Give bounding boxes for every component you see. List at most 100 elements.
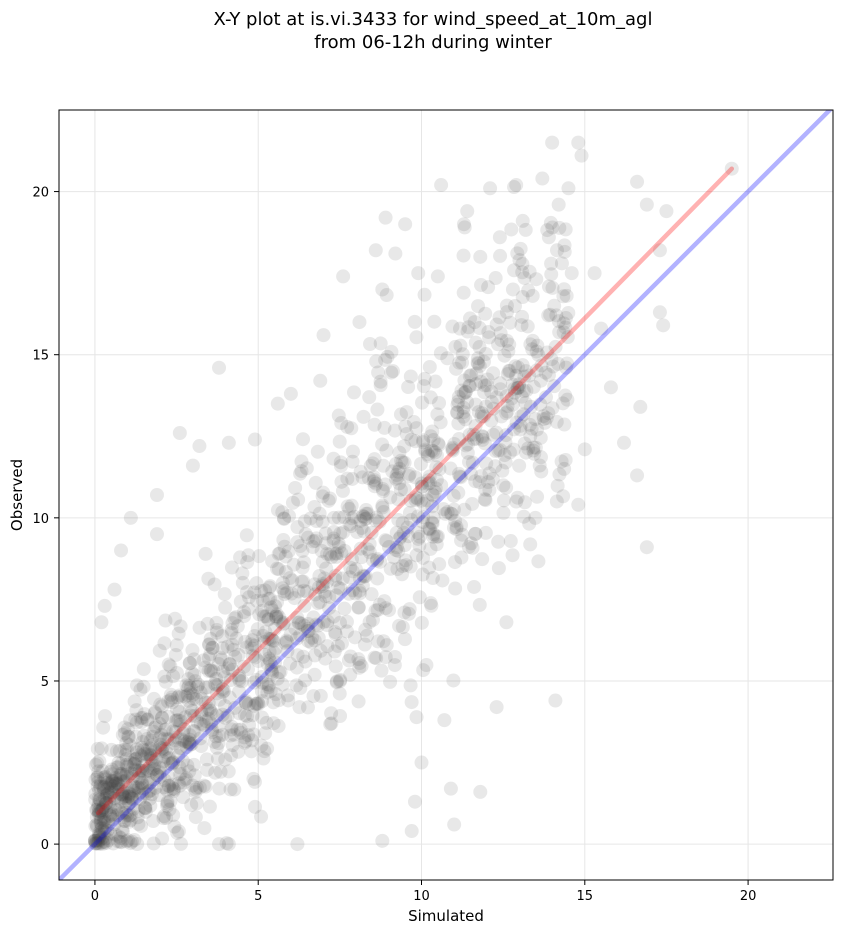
scatter-point	[558, 311, 573, 326]
scatter-point	[499, 305, 514, 320]
scatter-point	[519, 383, 534, 398]
scatter-point	[367, 452, 382, 467]
scatter-point	[418, 442, 433, 457]
scatter-point	[94, 803, 109, 818]
scatter-point	[465, 455, 480, 470]
scatter-point	[88, 792, 103, 807]
scatter-point	[534, 358, 549, 373]
x-tick-label: 15	[577, 889, 594, 904]
scatter-point	[245, 641, 260, 656]
scatter-point	[190, 679, 205, 694]
scatter-point	[371, 365, 386, 380]
scatter-point	[91, 764, 106, 779]
scatter-point	[207, 676, 222, 691]
scatter-point	[284, 586, 299, 601]
scatter-point	[515, 309, 530, 324]
scatter-point	[458, 385, 473, 400]
scatter-point	[332, 686, 347, 701]
scatter-point	[370, 603, 385, 618]
scatter-point	[391, 543, 406, 558]
scatter-point	[125, 788, 140, 803]
scatter-point	[351, 652, 366, 667]
scatter-point	[247, 675, 262, 690]
scatter-point	[154, 727, 169, 742]
scatter-point	[168, 725, 183, 740]
scatter-point	[377, 594, 392, 609]
scatter-point	[450, 405, 465, 420]
scatter-point	[533, 450, 548, 465]
scatter-point	[550, 243, 565, 258]
scatter-point	[493, 248, 508, 263]
scatter-point	[123, 510, 138, 525]
scatter-point	[138, 786, 153, 801]
scatter-point	[157, 732, 172, 747]
scatter-point	[166, 781, 181, 796]
scatter-point	[242, 717, 257, 732]
scatter-point	[367, 473, 382, 488]
scatter-point	[104, 742, 119, 757]
scatter-point	[560, 330, 575, 345]
scatter-point	[448, 581, 463, 596]
scatter-point	[215, 682, 230, 697]
scatter-point	[426, 444, 441, 459]
scatter-point	[118, 791, 133, 806]
scatter-point	[354, 550, 369, 565]
scatter-point	[113, 766, 128, 781]
scatter-point	[503, 315, 518, 330]
scatter-point	[207, 577, 222, 592]
scatter-point	[452, 321, 467, 336]
scatter-point	[143, 751, 158, 766]
scatter-point	[251, 654, 266, 669]
scatter-point	[107, 582, 122, 597]
scatter-point	[104, 807, 119, 822]
scatter-point	[146, 836, 161, 851]
scatter-point	[223, 782, 238, 797]
scatter-point	[299, 461, 314, 476]
scatter-point	[316, 485, 331, 500]
scatter-point	[511, 360, 526, 375]
scatter-point	[87, 833, 102, 848]
scatter-point	[102, 776, 117, 791]
y-tick-label: 5	[41, 675, 49, 690]
scatter-point	[313, 643, 328, 658]
scatter-points	[87, 135, 739, 852]
scatter-point	[171, 749, 186, 764]
scatter-point	[431, 436, 446, 451]
scatter-point	[258, 726, 273, 741]
scatter-point	[91, 775, 106, 790]
scatter-point	[172, 778, 187, 793]
scatter-point	[209, 678, 224, 693]
scatter-point	[281, 544, 296, 559]
scatter-point	[203, 703, 218, 718]
scatter-point	[544, 256, 559, 271]
scatter-point	[95, 804, 110, 819]
scatter-point	[308, 475, 323, 490]
scatter-point	[118, 748, 133, 763]
scatter-point	[507, 299, 522, 314]
scatter-point	[508, 359, 523, 374]
scatter-point	[497, 348, 512, 363]
scatter-point	[139, 731, 154, 746]
scatter-point	[291, 584, 306, 599]
scatter-point	[554, 454, 569, 469]
scatter-point	[160, 694, 175, 709]
scatter-point	[132, 748, 147, 763]
scatter-point	[95, 802, 110, 817]
scatter-point	[291, 615, 306, 630]
scatter-point	[379, 288, 394, 303]
scatter-point	[92, 792, 107, 807]
scatter-point	[521, 283, 536, 298]
scatter-point	[432, 462, 447, 477]
scatter-point	[498, 435, 513, 450]
scatter-point	[453, 338, 468, 353]
scatter-point	[203, 663, 218, 678]
scatter-point	[167, 782, 182, 797]
scatter-point	[134, 748, 149, 763]
scatter-point	[309, 514, 324, 529]
scatter-point	[534, 464, 549, 479]
scatter-point	[94, 817, 109, 832]
scatter-point	[320, 618, 335, 633]
scatter-point	[378, 650, 393, 665]
scatter-point	[240, 662, 255, 677]
scatter-point	[95, 831, 110, 846]
